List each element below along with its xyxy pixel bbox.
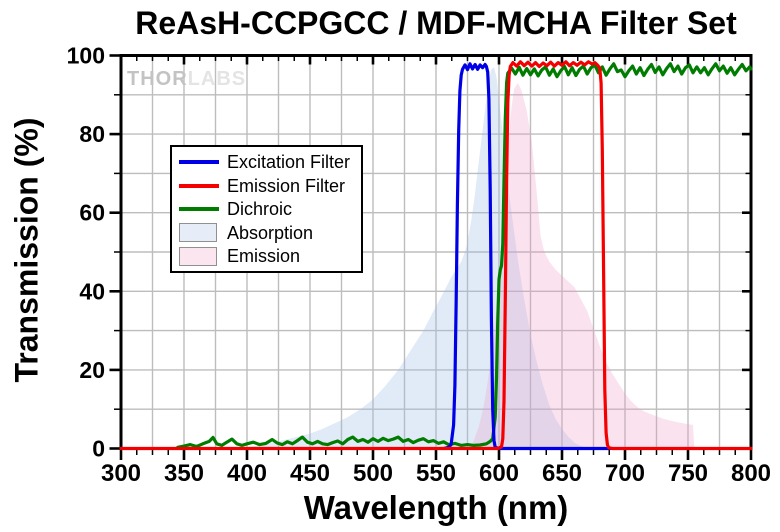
grid-layer [121, 55, 751, 449]
fill-absorption [247, 67, 595, 449]
tick-label: 700 [605, 460, 645, 487]
legend-label: Emission Filter [227, 175, 346, 196]
curve-excitation-filter [442, 62, 612, 451]
ticks-layer [109, 54, 753, 460]
tick-label: 600 [479, 460, 519, 487]
legend-label: Excitation Filter [227, 152, 351, 172]
y-axis-title: Transmission (%) [8, 117, 45, 383]
thorlabs-watermark: THORLABS [127, 68, 246, 91]
dichroic-line-swatch [179, 207, 219, 211]
legend-label: Dichroic [227, 199, 293, 219]
tick-label: 450 [290, 460, 330, 487]
emission-fill-swatch [179, 246, 217, 266]
tick-label: 60 [79, 200, 105, 226]
legend-item-absorption: Absorption [179, 221, 361, 244]
legend-item-excitation-filter: Excitation Filter [179, 151, 361, 174]
fill-emission [468, 83, 695, 449]
legend-item-emission-spectrum: Emission [179, 245, 361, 268]
tick-label: 500 [353, 460, 393, 487]
tick-label: 800 [731, 460, 771, 487]
tick-label: 300 [101, 460, 141, 487]
legend-box: Excitation Filter Emission Filter Dichro… [170, 145, 363, 273]
legend-label: Absorption [227, 222, 314, 243]
tick-label: 80 [79, 121, 105, 147]
tick-label: 0 [92, 436, 105, 462]
tick-label: 40 [79, 278, 105, 304]
emission-line-swatch [179, 183, 219, 188]
tick-label: 20 [79, 357, 105, 383]
curves-layer [119, 60, 753, 451]
fills-layer [247, 67, 695, 449]
excitation-line-swatch [179, 160, 219, 164]
tick-label: 400 [227, 460, 267, 487]
watermark-part-labs: LABS [187, 68, 247, 90]
absorption-fill-swatch [179, 223, 217, 242]
curve-emission-filter [119, 60, 753, 451]
tick-label: 100 [67, 43, 105, 69]
legend-item-dichroic: Dichroic [179, 198, 361, 221]
tick-label: 550 [416, 460, 456, 487]
tick-label: 750 [668, 460, 708, 487]
watermark-part-thor: THOR [127, 68, 188, 90]
curve-dichroic [176, 62, 753, 449]
chart-title: ReAsH-CCPGCC / MDF-MCHA Filter Set [135, 5, 737, 41]
legend-item-emission-filter: Emission Filter [179, 174, 361, 197]
tick-label: 350 [164, 460, 204, 487]
tick-labels-layer: 300 350 400 450 500 550 600 650 700 750 800 0 20 40 60… [67, 43, 771, 488]
legend-label: Emission [227, 246, 301, 266]
x-axis-title: Wavelength (nm) [303, 489, 569, 526]
tick-label: 650 [542, 460, 582, 487]
